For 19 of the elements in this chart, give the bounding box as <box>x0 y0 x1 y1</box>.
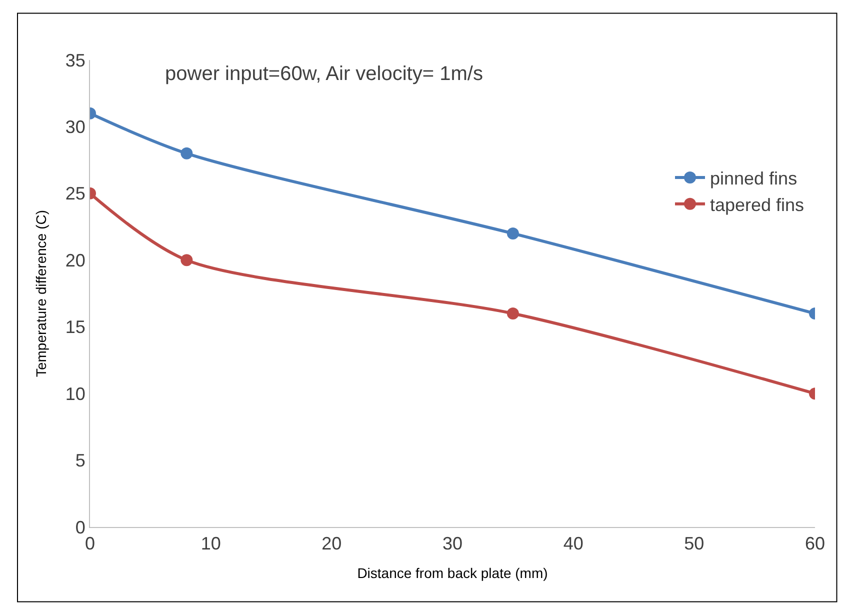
x-tick-label: 30 <box>442 534 463 554</box>
y-tick-label: 20 <box>65 250 86 270</box>
y-tick-label: 25 <box>65 184 86 204</box>
y-axis-title: Temperature difference (C) <box>32 210 49 378</box>
x-tick-label: 10 <box>200 534 221 554</box>
y-tick-label: 0 <box>75 517 86 538</box>
y-tick-label: 30 <box>65 117 86 138</box>
y-tick-label: 5 <box>75 450 86 471</box>
x-axis-title: Distance from back plate (mm) <box>357 564 548 581</box>
annotation: power input=60w, Air velocity= 1m/s <box>165 63 483 85</box>
y-tick-label: 10 <box>65 384 86 404</box>
legend-label: tapered fins <box>710 194 804 215</box>
y-tick-label: 15 <box>65 317 86 338</box>
legend-label: pinned fins <box>710 168 798 188</box>
y-tick-label: 35 <box>65 50 86 70</box>
x-tick-label: 40 <box>563 534 584 554</box>
x-tick-label: 20 <box>322 534 342 554</box>
x-tick-label: 50 <box>684 534 704 554</box>
x-tick-label: 60 <box>804 534 826 554</box>
